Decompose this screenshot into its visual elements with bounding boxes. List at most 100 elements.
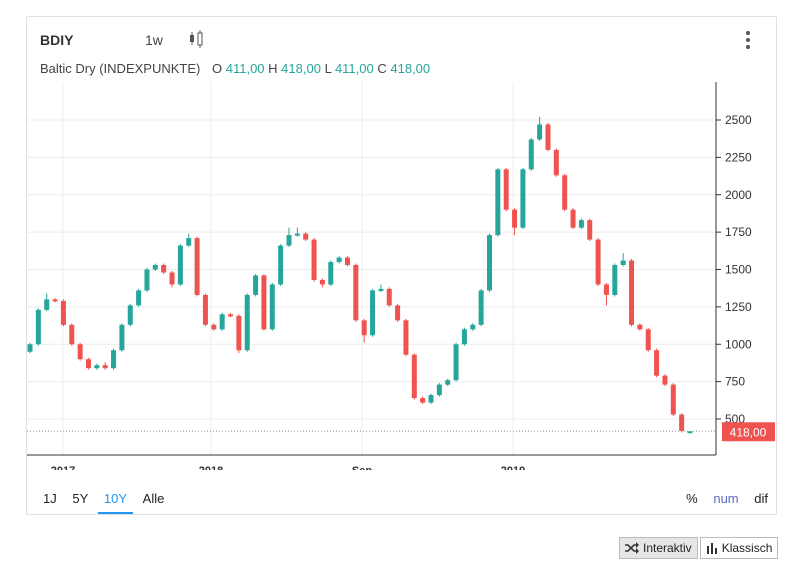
candle-up — [428, 395, 434, 403]
candle-down — [344, 257, 350, 266]
x-tick-label: 2019 — [501, 465, 525, 470]
candle-up — [445, 380, 451, 385]
range-10y[interactable]: 10Y — [97, 489, 134, 514]
ohlc-legend: Baltic Dry (INDEXPUNKTE) O 411,00 H 418,… — [40, 61, 430, 76]
candle-down — [353, 265, 359, 321]
candle-up — [478, 290, 484, 325]
symbol-label: BDIY — [40, 32, 74, 48]
candle-down — [595, 239, 601, 285]
last-price-tag — [722, 422, 775, 442]
candle-down — [570, 209, 576, 228]
candle-up — [253, 275, 259, 295]
candle-down — [629, 260, 635, 325]
candle-down — [420, 398, 426, 403]
candle-down — [553, 149, 559, 176]
candle-up — [495, 169, 501, 236]
candle-down — [403, 320, 409, 355]
y-tick-label: 2250 — [725, 150, 752, 164]
series-name: Baltic Dry (INDEXPUNKTE) — [40, 61, 201, 76]
y-tick-label: 2500 — [725, 113, 752, 127]
candle-up — [470, 324, 476, 330]
low-label: L — [324, 61, 332, 76]
candle-down — [319, 279, 325, 285]
last-price-label: 418,00 — [730, 425, 767, 439]
mode-num[interactable]: num — [713, 491, 739, 506]
kebab-menu-icon[interactable] — [743, 31, 753, 53]
chart-widget: BDIY 1w Baltic Dry (INDEXPUNKTE) O 411,0… — [26, 16, 777, 515]
candle-up — [370, 290, 376, 336]
candle-down — [194, 238, 200, 295]
candle-down — [645, 329, 651, 351]
candle-up — [186, 238, 192, 246]
candle-up — [578, 220, 584, 228]
klassisch-button[interactable]: Klassisch — [699, 537, 779, 559]
range-selector: 1J 5Y 10Y Alle — [37, 489, 170, 514]
mode-percent[interactable]: % — [686, 491, 698, 506]
candle-up — [294, 233, 300, 236]
open-value: 411,00 — [225, 61, 265, 76]
candle-down — [311, 239, 317, 280]
range-5y[interactable]: 5Y — [72, 491, 89, 506]
candle-down — [679, 414, 685, 431]
low-value: 411,00 — [334, 61, 374, 76]
klassisch-label: Klassisch — [721, 541, 773, 555]
candle-down — [60, 300, 66, 325]
candle-down — [236, 315, 242, 351]
candle-down — [169, 272, 175, 285]
candle-down — [545, 124, 551, 150]
candle-up — [136, 290, 142, 306]
candle-down — [654, 350, 660, 376]
candle-down — [228, 314, 234, 317]
range-1j[interactable]: 1J — [43, 491, 57, 506]
candle-down — [603, 284, 609, 295]
candle-up — [177, 245, 183, 285]
x-tick-label: 2017 — [51, 465, 75, 470]
candle-down — [69, 324, 75, 345]
candle-up — [453, 344, 459, 381]
candlestick-chart[interactable]: 5007501000125015001750200022502500201720… — [0, 0, 790, 470]
mode-dif[interactable]: dif — [754, 491, 768, 506]
y-tick-label: 1500 — [725, 263, 752, 277]
high-label: H — [268, 61, 278, 76]
y-tick-label: 1250 — [725, 300, 752, 314]
candle-up — [244, 294, 250, 351]
y-tick-label: 1750 — [725, 225, 752, 239]
candlestick-icon[interactable] — [188, 29, 204, 49]
candle-up — [620, 260, 626, 266]
candle-down — [503, 169, 509, 210]
candle-up — [127, 305, 133, 325]
y-tick-label: 1000 — [725, 337, 752, 351]
close-label: C — [377, 61, 387, 76]
candle-up — [528, 139, 534, 170]
shuffle-icon — [625, 542, 639, 554]
candle-down — [77, 344, 83, 360]
candle-up — [328, 262, 334, 285]
candle-up — [537, 124, 543, 140]
open-label: O — [211, 61, 223, 76]
candle-down — [261, 275, 267, 330]
candle-up — [378, 288, 384, 291]
candle-down — [85, 359, 91, 369]
candle-down — [102, 365, 108, 369]
interval-selector[interactable]: 1w — [145, 32, 163, 48]
candle-down — [211, 324, 217, 330]
candle-up — [27, 344, 33, 352]
candle-up — [687, 431, 693, 434]
candle-up — [35, 309, 41, 345]
view-toggle: Interaktiv Klassisch — [619, 537, 779, 559]
candle-down — [386, 288, 392, 306]
candle-down — [161, 265, 167, 273]
candle-up — [286, 235, 292, 246]
candle-down — [662, 375, 668, 385]
candle-down — [411, 354, 417, 399]
candle-up — [278, 245, 284, 285]
interaktiv-button[interactable]: Interaktiv — [619, 537, 698, 559]
candle-down — [670, 384, 676, 415]
candle-up — [219, 314, 225, 330]
high-value: 418,00 — [281, 61, 321, 76]
range-alle[interactable]: Alle — [142, 491, 165, 506]
x-tick-label: 2018 — [199, 465, 223, 470]
candle-up — [336, 257, 342, 263]
scale-mode-selector: % num dif — [674, 491, 768, 506]
candle-up — [144, 269, 150, 291]
